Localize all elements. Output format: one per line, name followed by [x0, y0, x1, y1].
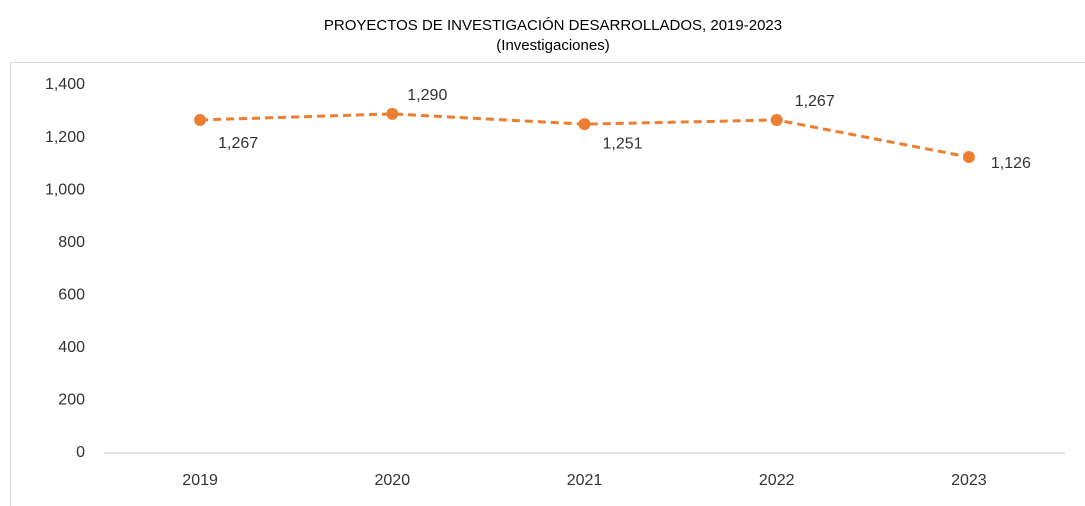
x-tick-label: 2022	[759, 472, 795, 489]
y-tick-label: 1,400	[45, 76, 85, 93]
data-label: 1,267	[795, 93, 835, 110]
chart-border	[10, 62, 1085, 506]
y-tick-label: 600	[58, 287, 85, 304]
data-point	[194, 113, 207, 126]
chart-title: PROYECTOS DE INVESTIGACIÓN DESARROLLADOS…	[324, 17, 782, 34]
y-tick-label: 1,200	[45, 129, 85, 146]
y-tick-label: 0	[76, 444, 85, 461]
data-point	[962, 151, 975, 164]
y-tick-label: 800	[58, 234, 85, 251]
x-tick-label: 2020	[375, 472, 411, 489]
data-point	[770, 113, 783, 126]
data-label: 1,267	[218, 135, 258, 152]
data-label: 1,251	[603, 135, 643, 152]
data-point	[578, 118, 591, 131]
data-point	[386, 107, 399, 120]
data-label: 1,290	[407, 87, 447, 104]
x-tick-label: 2019	[182, 472, 218, 489]
data-label: 1,126	[991, 155, 1031, 172]
y-tick-label: 400	[58, 339, 85, 356]
y-tick-label: 200	[58, 392, 85, 409]
x-tick-label: 2023	[951, 472, 987, 489]
chart-subtitle: (Investigaciones)	[496, 37, 609, 54]
x-tick-label: 2021	[567, 472, 603, 489]
y-tick-label: 1,000	[45, 181, 85, 198]
